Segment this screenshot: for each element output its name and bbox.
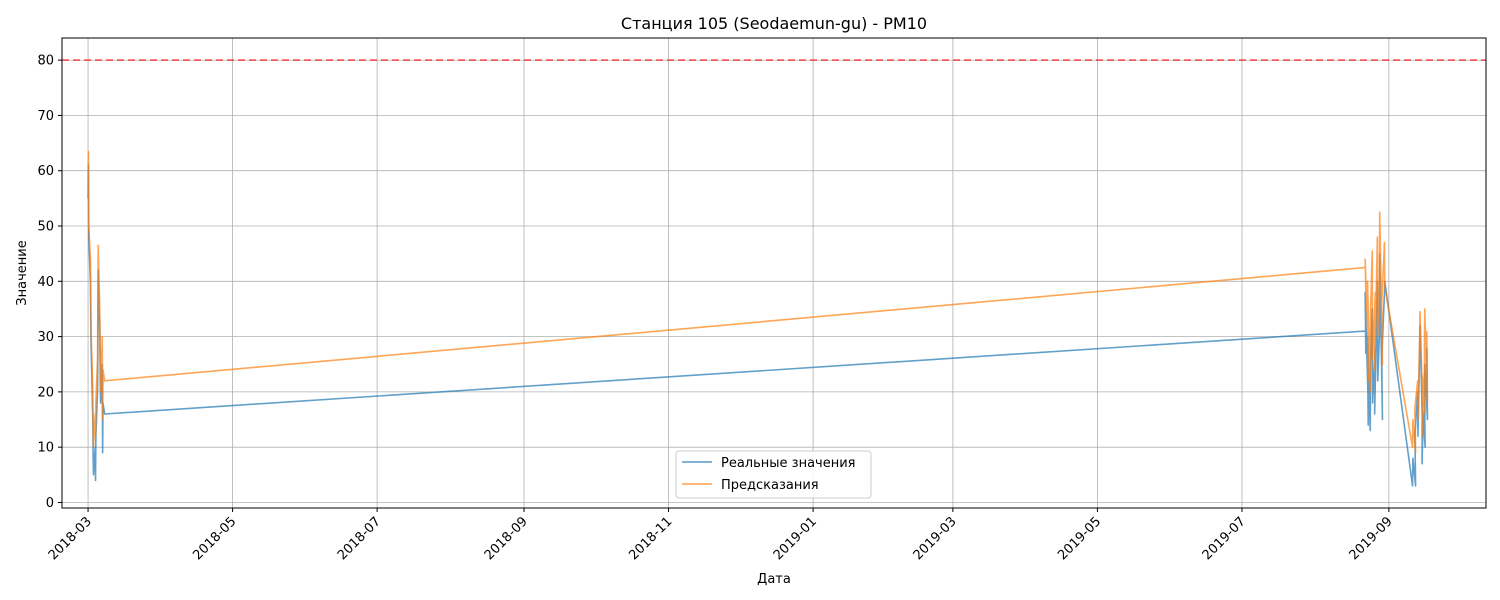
y-tick-label: 70 (37, 109, 54, 124)
chart-title: Станция 105 (Seodaemun-gu) - PM10 (621, 14, 927, 33)
legend-label-actual: Реальные значения (721, 456, 856, 471)
legend-box (675, 450, 872, 499)
y-tick-label: 0 (46, 496, 54, 511)
series-layer (87, 150, 1429, 487)
legend-label-predicted: Предсказания (721, 478, 819, 493)
legend: Реальные значения Предсказания (675, 450, 872, 499)
y-tick-label: 10 (37, 441, 54, 456)
y-tick-label: 30 (37, 330, 54, 345)
series-line-predicted (87, 150, 1429, 454)
y-tick-label: 60 (37, 164, 54, 179)
plot-frame (61, 37, 1487, 509)
y-tick-label: 80 (37, 54, 54, 69)
grid (62, 38, 1486, 508)
y-axis: 0 10 20 30 40 50 60 70 80 (37, 54, 62, 511)
y-axis-title: Значение (15, 240, 30, 305)
y-tick-label: 40 (37, 275, 54, 290)
x-axis-title: Дата (757, 572, 791, 587)
y-tick-label: 50 (37, 220, 54, 235)
y-tick-label: 20 (37, 385, 54, 400)
